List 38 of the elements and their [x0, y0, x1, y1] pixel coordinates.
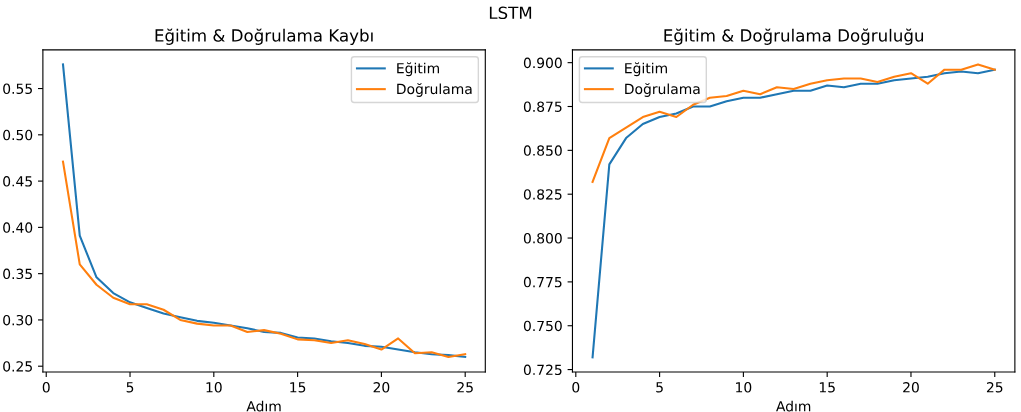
x-tick-label: 0 — [572, 382, 580, 393]
y-tick-label: 0.750 — [523, 320, 562, 332]
chart-title: Eğitim & Doğrulama Doğruluğu — [664, 28, 924, 45]
legend-label: Doğrulama — [397, 83, 472, 97]
y-tick-label: 0.45 — [3, 176, 32, 187]
y-tick-label: 0.850 — [523, 145, 562, 156]
y-tick-label: 0.900 — [523, 57, 562, 69]
x-tick-label: 20 — [903, 382, 919, 393]
chart-title: Eğitim & Doğrulama Kaybı — [155, 28, 373, 45]
x-tick-label: 20 — [373, 382, 390, 393]
y-tick-label: 0.725 — [523, 364, 562, 376]
y-tick-label: 0.35 — [3, 268, 32, 280]
x-tick-label: 5 — [126, 382, 134, 393]
y-tick-label: 0.25 — [3, 361, 32, 372]
x-axis-title: Adım — [776, 400, 811, 412]
legend-label: Doğrulama — [625, 83, 700, 97]
x-axis-title: Adım — [246, 400, 281, 412]
x-tick-label: 15 — [819, 382, 835, 393]
y-tick-label: 0.775 — [523, 276, 562, 288]
legend-label: Eğitim — [625, 62, 667, 77]
line-series — [591, 63, 996, 183]
x-tick-label: 25 — [986, 382, 1003, 393]
legend-label: Eğitim — [397, 62, 439, 77]
line-series — [61, 160, 467, 358]
y-tick-label: 0.800 — [523, 233, 562, 244]
y-tick-label: 0.50 — [3, 129, 33, 141]
x-tick-label: 25 — [457, 382, 473, 393]
x-tick-label: 15 — [290, 382, 306, 393]
y-tick-label: 0.30 — [3, 314, 33, 326]
x-tick-label: 5 — [656, 382, 663, 393]
text: LSTM — [489, 6, 532, 20]
x-tick-label: 10 — [206, 382, 222, 393]
y-tick-label: 0.875 — [523, 101, 562, 112]
y-tick-label: 0.40 — [3, 222, 33, 233]
y-tick-label: 0.825 — [523, 189, 562, 200]
y-tick-label: 0.55 — [3, 83, 32, 95]
x-tick-label: 10 — [736, 382, 752, 393]
x-tick-label: 0 — [42, 382, 50, 393]
